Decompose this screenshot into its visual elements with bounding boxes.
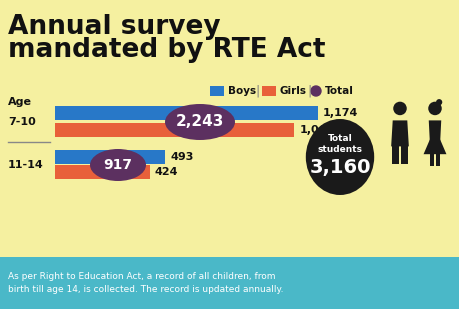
Text: Girls: Girls	[280, 86, 306, 96]
Polygon shape	[429, 153, 433, 166]
Text: 493: 493	[170, 152, 193, 162]
Text: Total: Total	[325, 86, 353, 96]
Text: As per Right to Education Act, a record of all children, from
birth till age 14,: As per Right to Education Act, a record …	[8, 272, 283, 294]
Circle shape	[392, 102, 406, 115]
Ellipse shape	[165, 104, 235, 140]
FancyBboxPatch shape	[55, 123, 294, 137]
Polygon shape	[428, 121, 440, 141]
Text: |: |	[254, 84, 259, 98]
Circle shape	[427, 102, 441, 115]
FancyBboxPatch shape	[262, 86, 275, 96]
Text: Annual survey: Annual survey	[8, 14, 220, 40]
FancyBboxPatch shape	[55, 106, 317, 120]
Text: Boys: Boys	[228, 86, 256, 96]
Text: 7-10: 7-10	[8, 117, 36, 127]
Text: mandated by RTE Act: mandated by RTE Act	[8, 37, 325, 63]
Ellipse shape	[305, 119, 373, 195]
Circle shape	[310, 86, 320, 96]
Text: 1,174: 1,174	[322, 108, 358, 118]
Polygon shape	[391, 145, 398, 163]
Text: Total
students: Total students	[317, 134, 362, 154]
Text: 2,243: 2,243	[175, 115, 224, 129]
Text: 424: 424	[155, 167, 178, 177]
FancyBboxPatch shape	[210, 86, 224, 96]
Polygon shape	[423, 140, 446, 154]
FancyBboxPatch shape	[0, 257, 459, 309]
Polygon shape	[400, 145, 408, 163]
Text: Age: Age	[8, 97, 32, 107]
FancyBboxPatch shape	[55, 165, 150, 179]
FancyBboxPatch shape	[55, 150, 165, 164]
Ellipse shape	[90, 149, 146, 181]
Circle shape	[435, 99, 441, 105]
Text: 11-14: 11-14	[8, 160, 44, 170]
Polygon shape	[435, 153, 439, 166]
Text: 3,160: 3,160	[308, 158, 370, 176]
Polygon shape	[390, 121, 408, 146]
Text: 917: 917	[103, 158, 132, 172]
Text: 1,069: 1,069	[299, 125, 334, 135]
Text: |: |	[306, 84, 311, 98]
